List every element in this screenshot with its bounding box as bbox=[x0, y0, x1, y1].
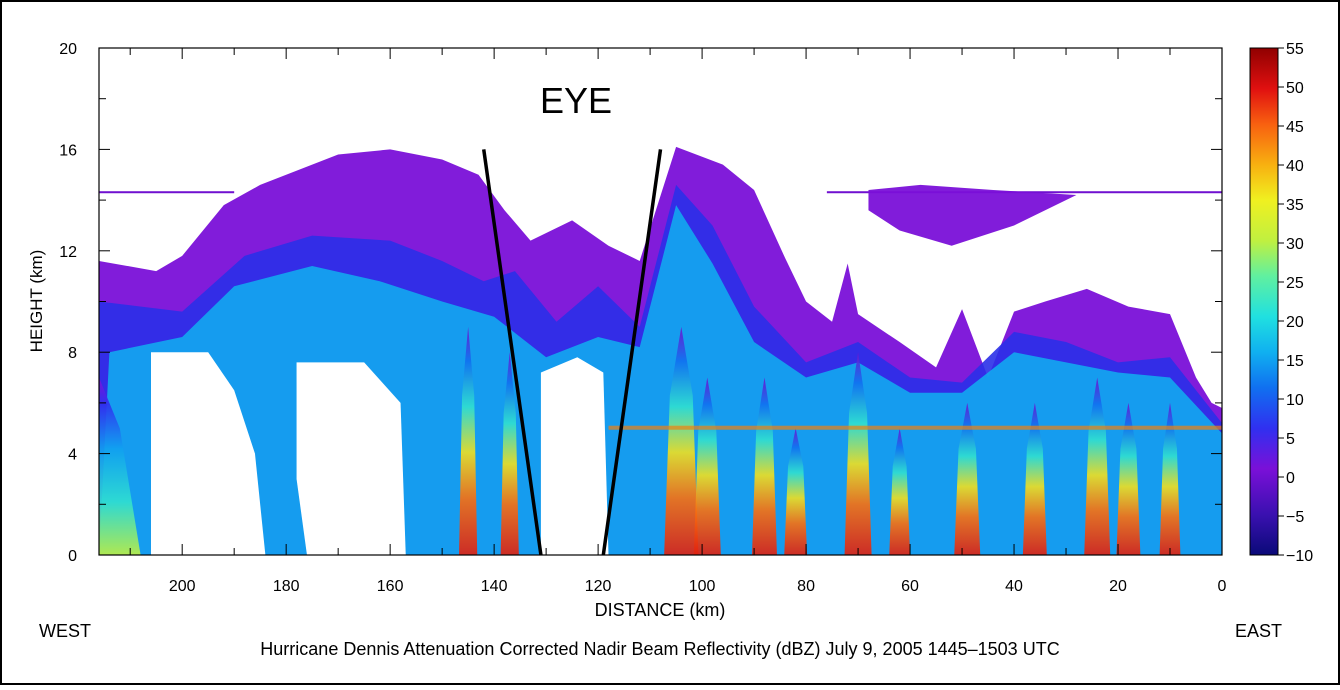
bright-band bbox=[608, 425, 1222, 430]
western-edge-echo bbox=[99, 377, 141, 555]
convective-tower bbox=[1116, 402, 1141, 555]
y-axis-ticks: 0 4 8 12 16 20 bbox=[59, 41, 1222, 565]
eye-echo-free-gap bbox=[540, 357, 609, 555]
convective-tower bbox=[954, 402, 981, 555]
y-tick-label: 4 bbox=[68, 447, 77, 464]
x-tick-label: 200 bbox=[169, 578, 196, 595]
colorbar-tick-label: 20 bbox=[1286, 314, 1304, 331]
convective-tower bbox=[1159, 402, 1181, 555]
x-tick-label: 120 bbox=[585, 578, 612, 595]
west-eyewall-line bbox=[481, 149, 543, 556]
echo-free-gap bbox=[296, 362, 406, 555]
echo-free-gap bbox=[150, 352, 266, 555]
convective-tower bbox=[889, 428, 911, 555]
convective-tower bbox=[752, 377, 777, 555]
eye-wall-lines bbox=[481, 149, 663, 556]
convective-tower bbox=[784, 428, 808, 555]
colorbar-tick-label: 10 bbox=[1286, 392, 1304, 409]
east-label: EAST bbox=[1235, 621, 1282, 641]
convective-tower bbox=[844, 352, 872, 555]
x-tick-label: 160 bbox=[377, 578, 404, 595]
colorbar-tick-label: −5 bbox=[1286, 509, 1304, 526]
colorbar-tick-label: 25 bbox=[1286, 275, 1304, 292]
convective-tower bbox=[500, 352, 519, 555]
y-axis-label: HEIGHT (km) bbox=[27, 250, 46, 353]
x-tick-label: 60 bbox=[901, 578, 919, 595]
y-tick-label: 12 bbox=[59, 244, 77, 261]
x-tick-label: 20 bbox=[1109, 578, 1127, 595]
x-tick-label: 40 bbox=[1005, 578, 1023, 595]
convective-tower bbox=[1022, 402, 1047, 555]
colorbar-tick-label: 50 bbox=[1286, 80, 1304, 97]
colorbar-tick-label: 0 bbox=[1286, 470, 1295, 487]
west-label: WEST bbox=[39, 621, 91, 641]
colorbar-tick-label: 40 bbox=[1286, 158, 1304, 175]
cirrus-patch bbox=[868, 184, 1077, 246]
colorbar-tick-label: 15 bbox=[1286, 353, 1304, 370]
x-tick-label: 140 bbox=[481, 578, 508, 595]
y-tick-label: 16 bbox=[59, 142, 77, 159]
convective-tower bbox=[664, 326, 699, 555]
y-tick-label: 20 bbox=[59, 41, 77, 58]
x-axis-label: DISTANCE (km) bbox=[595, 600, 726, 620]
x-tick-label: 80 bbox=[797, 578, 815, 595]
plot-frame bbox=[98, 47, 1223, 556]
x-tick-label: 0 bbox=[1218, 578, 1227, 595]
x-tick-label: 180 bbox=[273, 578, 300, 595]
colorbar-tick-label: 55 bbox=[1286, 41, 1304, 58]
reflectivity-echo-field bbox=[99, 146, 1222, 555]
convective-tower bbox=[693, 377, 721, 555]
colorbar-tick-label: 5 bbox=[1286, 431, 1295, 448]
colorbar-tick-label: 30 bbox=[1286, 236, 1304, 253]
cirrus-layer bbox=[99, 191, 235, 194]
colorbar-tick-label: 45 bbox=[1286, 119, 1304, 136]
eye-label: EYE bbox=[540, 80, 612, 121]
convective-tower bbox=[459, 326, 478, 555]
colorbar bbox=[1249, 47, 1279, 556]
chart-title: Hurricane Dennis Attenuation Corrected N… bbox=[260, 639, 1059, 659]
y-tick-label: 8 bbox=[68, 345, 77, 362]
convective-tower bbox=[1084, 377, 1111, 555]
colorbar-tick-label: −10 bbox=[1286, 548, 1313, 565]
x-tick-label: 100 bbox=[689, 578, 716, 595]
y-tick-label: 0 bbox=[68, 548, 77, 565]
x-axis-ticks: 200 180 160 140 120 100 80 60 40 20 0 bbox=[129, 48, 1227, 595]
east-eyewall-line bbox=[601, 149, 663, 556]
colorbar-tick-label: 35 bbox=[1286, 197, 1304, 214]
